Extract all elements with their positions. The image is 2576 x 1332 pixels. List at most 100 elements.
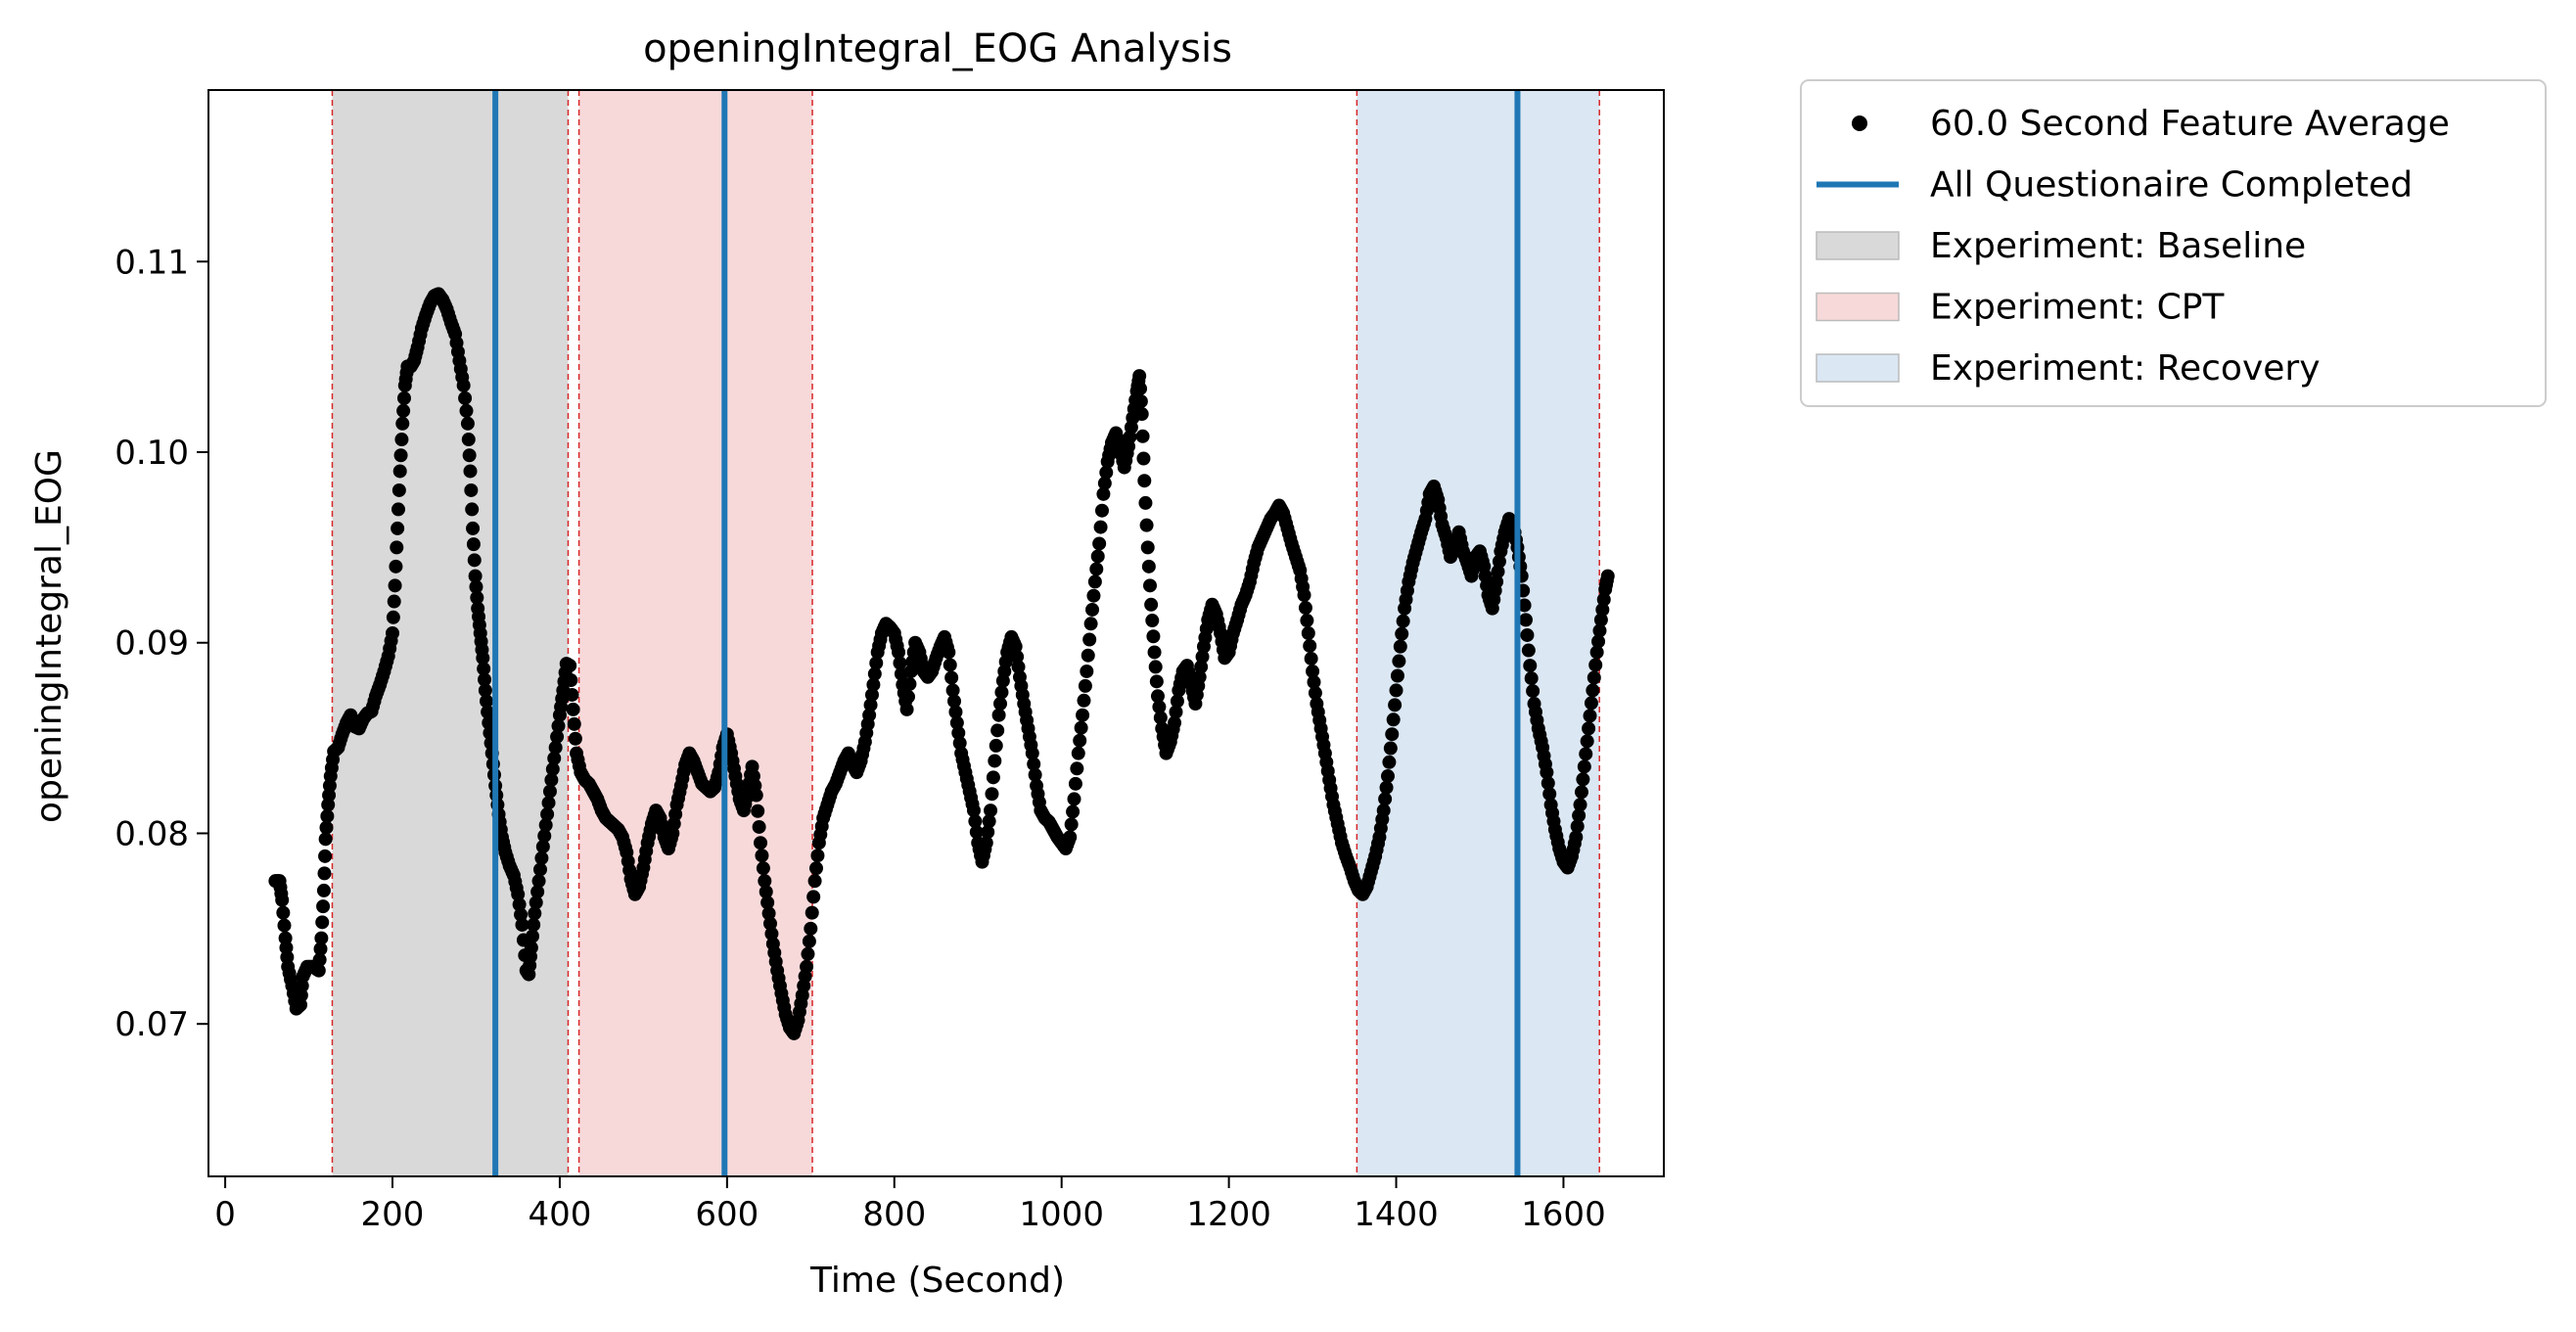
- point-160: [464, 482, 479, 497]
- point-673: [1148, 660, 1163, 674]
- point-6: [275, 893, 290, 907]
- point-177: [478, 683, 492, 698]
- y-tick-label-1: 0.08: [115, 814, 189, 853]
- point-606: [1063, 830, 1078, 845]
- point-627: [1092, 536, 1107, 551]
- point-787: [1307, 674, 1321, 689]
- point-527: [952, 736, 967, 751]
- point-34: [312, 952, 327, 967]
- point-466: [867, 666, 882, 681]
- point-993: [1593, 613, 1608, 627]
- point-670: [1145, 614, 1160, 628]
- point-423: [807, 874, 822, 889]
- span-0: [332, 90, 569, 1176]
- point-660: [1134, 407, 1149, 422]
- point-677: [1153, 711, 1168, 725]
- span-2: [1357, 90, 1600, 1176]
- point-44: [320, 808, 335, 823]
- legend-frame: [1800, 79, 2547, 407]
- point-622: [1085, 602, 1100, 617]
- point-840: [1380, 769, 1395, 784]
- legend: 60.0 Second Feature Average All Questiona…: [1800, 79, 2547, 407]
- point-101: [391, 482, 406, 497]
- point-97: [389, 559, 403, 574]
- point-537: [966, 804, 981, 818]
- point-614: [1074, 720, 1088, 735]
- point-383: [752, 819, 766, 834]
- point-106: [396, 403, 411, 418]
- x-tick-label-2: 400: [528, 1195, 591, 1234]
- point-624: [1087, 574, 1102, 589]
- point-617: [1078, 678, 1092, 693]
- point-675: [1150, 689, 1165, 704]
- point-620: [1082, 632, 1097, 647]
- point-178: [480, 694, 494, 709]
- point-671: [1146, 629, 1161, 644]
- point-33: [311, 963, 326, 978]
- plot-frame: [207, 89, 1665, 1177]
- point-153: [456, 378, 471, 392]
- x-tick-label-8: 1600: [1521, 1195, 1606, 1234]
- point-35: [313, 942, 328, 956]
- point-98: [390, 540, 404, 555]
- x-tick-label-6: 1200: [1186, 1195, 1271, 1234]
- point-848: [1392, 654, 1406, 668]
- point-99: [391, 521, 405, 535]
- point-386: [756, 861, 770, 876]
- point-550: [985, 787, 999, 802]
- point-385: [755, 849, 769, 863]
- x-tick-label-7: 1400: [1354, 1195, 1439, 1234]
- point-956: [1542, 787, 1557, 802]
- point-689: [1170, 694, 1184, 709]
- point-216: [524, 941, 538, 955]
- point-206: [514, 907, 529, 922]
- point-630: [1096, 486, 1111, 501]
- point-207: [515, 917, 529, 932]
- point-228: [540, 807, 555, 821]
- point-524: [948, 705, 963, 719]
- point-226: [537, 829, 552, 844]
- legend-label-3: Experiment: CPT: [1930, 288, 2225, 328]
- point-669: [1144, 597, 1159, 612]
- point-944: [1526, 684, 1541, 699]
- point-166: [469, 579, 483, 594]
- point-611: [1070, 761, 1084, 776]
- point-164: [467, 553, 482, 568]
- point-661: [1135, 429, 1150, 443]
- point-96: [388, 578, 402, 593]
- y-tick-label-3: 0.10: [115, 434, 189, 473]
- point-549: [984, 804, 998, 818]
- point-251: [568, 731, 582, 746]
- point-782: [1300, 614, 1314, 628]
- point-781: [1298, 601, 1312, 616]
- point-851: [1396, 614, 1410, 628]
- point-158: [462, 448, 477, 463]
- point-672: [1147, 645, 1162, 660]
- point-629: [1094, 503, 1109, 518]
- x-axis: 0 200 400 600 800 1000 1200 1400 1600: [214, 1176, 1606, 1234]
- chart-title: openingIntegral_EOG Analysis: [643, 26, 1232, 71]
- point-615: [1076, 708, 1090, 722]
- point-569: [1011, 660, 1026, 674]
- point-420: [804, 921, 818, 936]
- point-490: [901, 689, 916, 704]
- point-522: [945, 683, 960, 698]
- point-205: [512, 897, 527, 912]
- x-axis-label: Time (Second): [809, 1261, 1065, 1301]
- point-175: [477, 662, 491, 676]
- point-632: [1099, 465, 1114, 480]
- point-612: [1071, 746, 1085, 760]
- point-607: [1064, 817, 1079, 832]
- point-664: [1138, 495, 1153, 510]
- point-104: [394, 433, 409, 447]
- point-994: [1595, 602, 1610, 617]
- x-tick-label-3: 600: [695, 1195, 759, 1234]
- point-421: [805, 905, 819, 920]
- point-843: [1385, 727, 1400, 742]
- point-520: [943, 658, 957, 672]
- point-553: [989, 738, 1003, 753]
- point-246: [563, 659, 577, 673]
- point-163: [466, 537, 481, 552]
- point-995: [1596, 592, 1611, 607]
- x-tick-label-0: 0: [214, 1195, 236, 1234]
